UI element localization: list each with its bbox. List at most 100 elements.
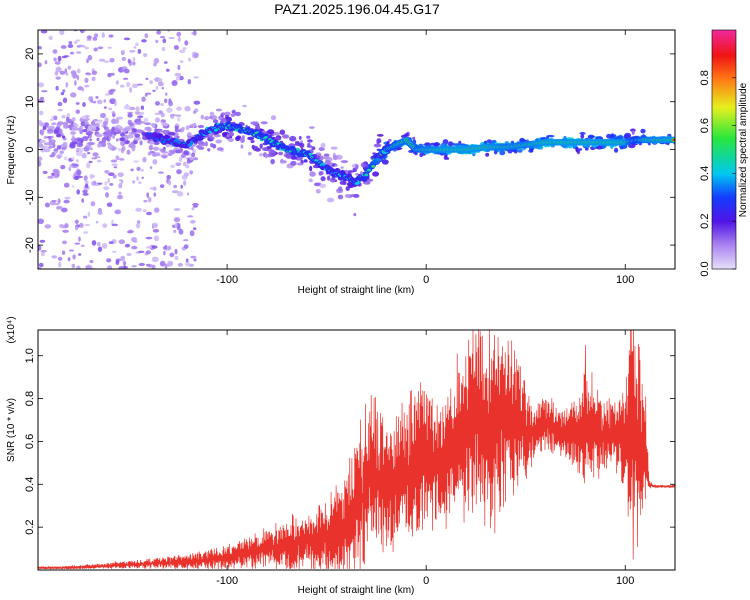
spectrogram-point xyxy=(353,193,360,198)
spectrogram-point xyxy=(117,194,123,200)
spectrogram-point xyxy=(160,148,166,153)
spectrogram-point xyxy=(92,125,97,131)
spectrogram-point xyxy=(102,121,108,126)
colorbar-band xyxy=(712,193,736,196)
spectrogram-point xyxy=(88,160,93,164)
spectrogram-point xyxy=(133,160,140,163)
spectrogram-point xyxy=(167,152,173,157)
colorbar-band xyxy=(712,257,736,260)
spectrogram-point xyxy=(576,149,581,155)
colorbar-band xyxy=(712,87,736,91)
colorbar-band xyxy=(712,35,736,39)
spectrogram-ridge-point xyxy=(188,142,193,146)
colorbar-band xyxy=(712,47,736,51)
colorbar-band xyxy=(712,221,736,224)
spectrogram-point xyxy=(299,142,305,148)
spectrogram-point xyxy=(491,139,497,144)
spectrogram-point xyxy=(149,166,153,170)
spectrogram-point xyxy=(81,87,85,92)
spectrogram-point xyxy=(94,33,99,38)
spectrogram-point xyxy=(51,255,58,259)
spectrogram-point xyxy=(175,76,181,81)
spectrogram-point xyxy=(118,191,122,195)
spectrogram-point xyxy=(76,51,82,54)
colorbar-band xyxy=(712,123,736,127)
spectrogram-point xyxy=(270,115,277,121)
spectrogram-point xyxy=(85,183,89,189)
spectrogram-point xyxy=(116,80,119,85)
spectrogram-point xyxy=(175,162,182,166)
spectrogram-point xyxy=(127,111,134,114)
colorbar-band xyxy=(712,43,736,47)
spectrogram-point xyxy=(127,58,131,64)
spectrogram-point xyxy=(87,211,91,218)
spectrogram-point xyxy=(40,129,45,134)
spectrogram-point xyxy=(135,129,143,133)
spectrogram-point xyxy=(130,131,136,135)
spectrogram-point xyxy=(289,135,297,142)
spectrogram-point xyxy=(174,222,178,228)
spectrogram-point xyxy=(337,194,344,200)
spectrogram-point xyxy=(173,208,181,211)
colorbar-band xyxy=(712,253,736,256)
spectrogram-point xyxy=(347,170,355,173)
spectrogram-point xyxy=(109,58,115,63)
colorbar-band xyxy=(712,113,736,117)
spectrogram-point xyxy=(76,151,83,157)
spectrogram-point xyxy=(136,166,141,171)
colorbar-tick-label: 0.6 xyxy=(699,118,711,133)
spectrogram-point xyxy=(121,51,124,56)
spectrogram-point xyxy=(85,72,91,75)
spectrogram-point xyxy=(373,143,382,148)
spectrogram-point xyxy=(183,172,190,177)
spectrogram-point xyxy=(43,142,52,146)
spectrogram-point xyxy=(48,145,53,149)
spectrogram-point xyxy=(38,156,43,161)
spectrogram-point xyxy=(170,164,175,169)
spectrogram-point xyxy=(185,164,190,169)
spectrogram-point xyxy=(242,104,247,108)
spectrogram-point xyxy=(52,49,58,54)
colorbar-band xyxy=(712,49,736,53)
spectrogram-point xyxy=(92,100,97,104)
spectrogram-point xyxy=(155,86,159,90)
spectrogram-point xyxy=(204,116,210,121)
spectrogram-point xyxy=(162,119,167,123)
spectrogram-point xyxy=(108,34,114,38)
spectrogram-y-ticks: -20 -10 0 10 20 xyxy=(24,48,675,253)
spectrogram-ridge-point xyxy=(308,152,313,156)
spectrogram-point xyxy=(587,134,595,140)
spectrogram-point xyxy=(126,81,131,88)
spectrogram-point xyxy=(315,152,322,157)
spectrogram-point xyxy=(59,70,66,75)
spectrogram-point xyxy=(179,60,184,63)
spectrogram-point xyxy=(120,179,124,184)
spectrogram-point xyxy=(51,172,55,176)
colorbar-band xyxy=(712,135,736,139)
spectrogram-point xyxy=(137,48,142,54)
spectrogram-point xyxy=(155,117,160,123)
colorbar-band xyxy=(712,77,736,81)
spectrogram-point xyxy=(111,118,117,125)
colorbar-band xyxy=(712,159,736,163)
spectrogram-point xyxy=(163,61,168,64)
colorbar-band xyxy=(712,259,736,262)
spectrogram-point xyxy=(116,116,123,120)
spectrogram-point xyxy=(139,111,145,116)
spectrogram-point xyxy=(38,82,45,88)
spectrogram-point xyxy=(38,46,42,50)
spectrogram-point xyxy=(121,147,124,154)
spectrogram-point xyxy=(101,32,105,38)
snr-y-tick-label: 0.4 xyxy=(24,477,36,492)
spectrogram-point xyxy=(80,244,85,248)
spectrogram-point xyxy=(63,199,70,204)
spectrogram-point xyxy=(132,61,136,66)
spectrogram-point xyxy=(164,264,170,267)
colorbar-band xyxy=(712,95,736,99)
spectrogram-point xyxy=(148,144,154,151)
spectrogram-point xyxy=(207,148,211,152)
colorbar-band xyxy=(712,107,736,111)
spectrogram-point xyxy=(177,64,181,70)
spectrogram-point xyxy=(268,150,276,154)
spectrogram-point xyxy=(192,148,196,154)
